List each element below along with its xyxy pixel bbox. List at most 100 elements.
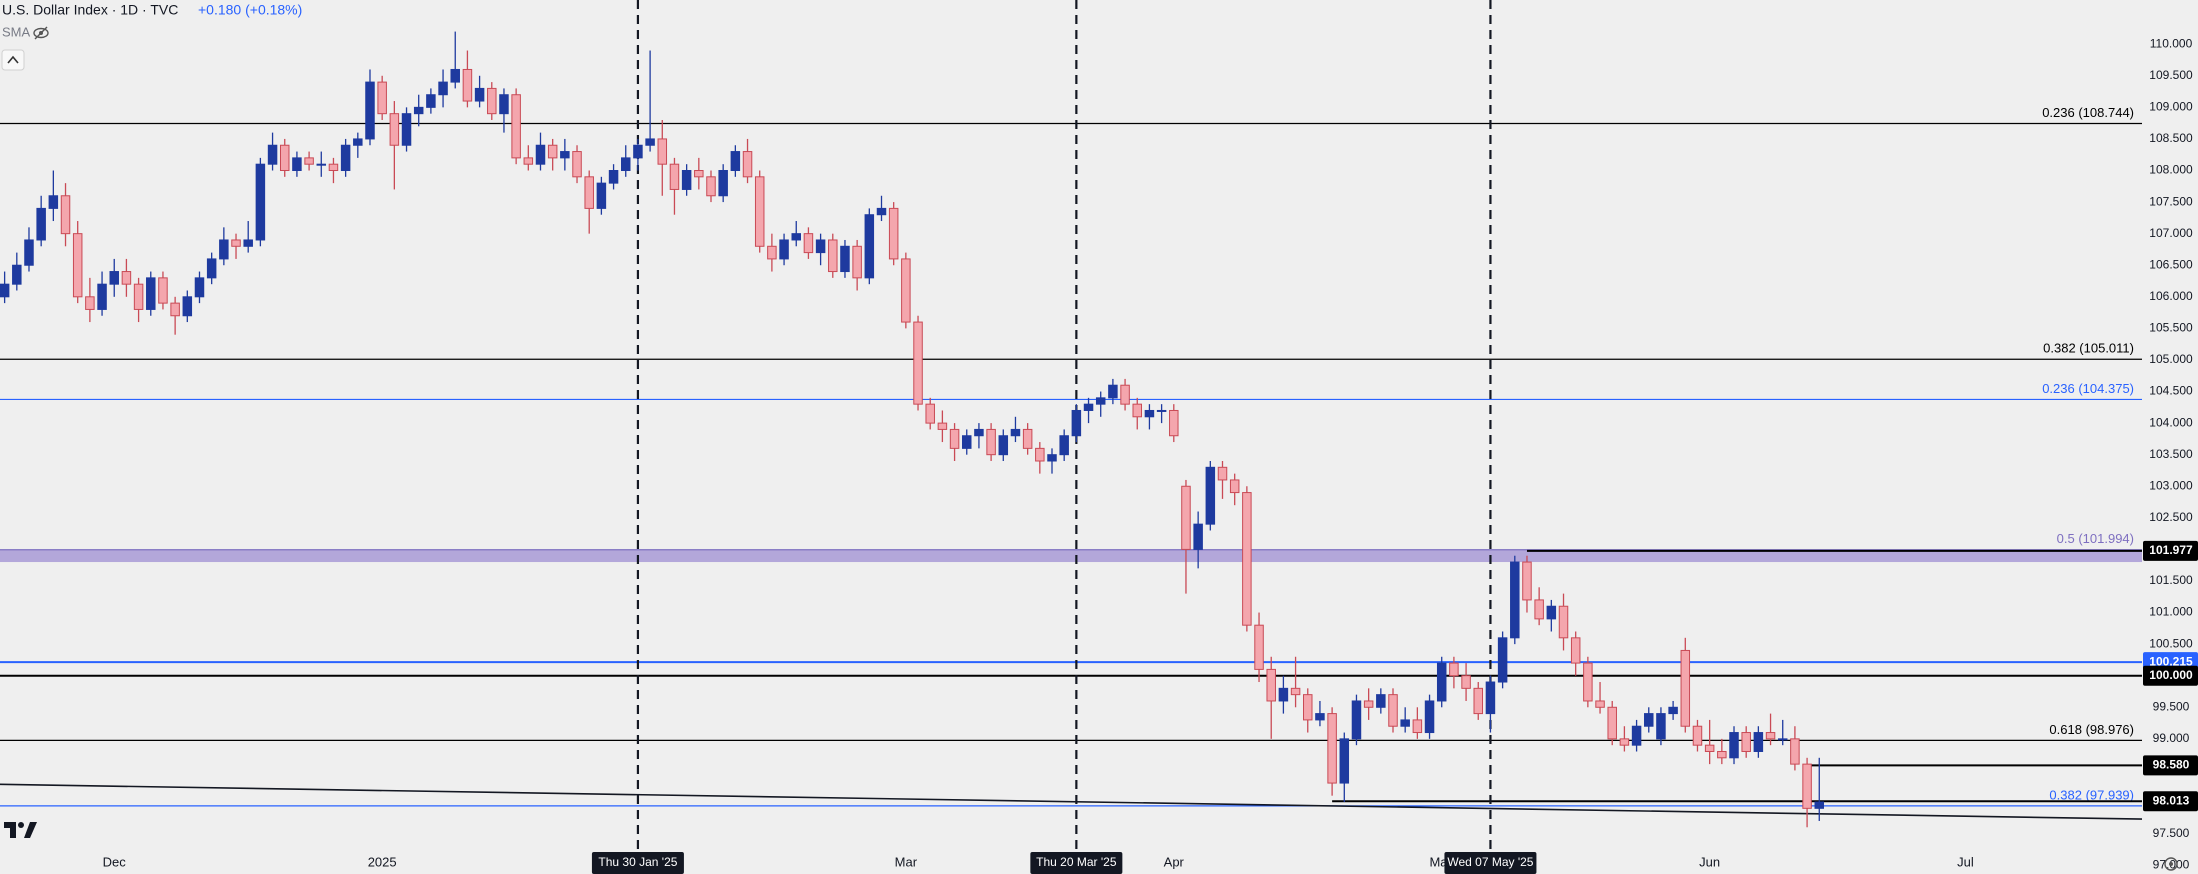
date-tag-label: Thu 20 Mar '25 (1036, 855, 1117, 869)
fib-level-label: 0.382 (97.939) (2049, 787, 2134, 802)
price-tag (2143, 665, 2198, 686)
candle-body-down (231, 239, 241, 247)
candle-body-down (85, 296, 95, 310)
candle-body-up (0, 283, 10, 298)
candle-body-down (1558, 605, 1569, 639)
y-tick-label: 108.500 (2149, 131, 2193, 145)
candle-body-up (499, 94, 509, 115)
candle-body-up (1485, 681, 1496, 715)
candle-body-up (340, 144, 351, 172)
visibility-icon[interactable] (33, 26, 49, 40)
candle-body-down (1583, 662, 1593, 702)
candle-body-down (754, 176, 765, 247)
candle-body-down (1619, 738, 1630, 746)
candle-body-down (1217, 466, 1228, 481)
candle-body-down (462, 68, 473, 102)
candle-body-down (1388, 694, 1398, 727)
candle-body-down (1169, 409, 1179, 437)
date-tag-label: Thu 30 Jan '25 (598, 855, 677, 869)
candle-body-down (1303, 694, 1313, 721)
y-tick-label: 106.000 (2149, 289, 2193, 303)
candle-body-down (828, 239, 838, 273)
candle-body-up (998, 435, 1009, 456)
y-tick-label: 99.000 (2153, 731, 2190, 745)
candle-body-up (645, 138, 655, 146)
price-tag (2143, 791, 2198, 812)
candle-body-down (72, 233, 83, 298)
candle-body-up (974, 428, 984, 437)
candle-body-up (1510, 561, 1520, 639)
candle-body-up (1546, 605, 1557, 620)
candle-body-down (767, 245, 777, 260)
y-tick-label: 109.500 (2149, 68, 2193, 82)
y-tick-label: 99.500 (2153, 699, 2190, 713)
candle-body-down (547, 144, 558, 159)
candle-body-up (1497, 637, 1508, 683)
candle-body-up (353, 138, 363, 146)
candle-body-up (1729, 732, 1739, 759)
candle-body-up (450, 68, 460, 83)
candle-body-down (803, 233, 814, 254)
candle-body-up (24, 239, 34, 266)
collapse-button[interactable] (1, 49, 25, 71)
candle-body-up (1071, 409, 1082, 437)
candle-body-up (1095, 397, 1106, 405)
y-tick-label: 105.500 (2149, 321, 2193, 335)
y-tick-label: 105.000 (2149, 352, 2193, 366)
candle-body-down (389, 113, 400, 146)
candle-body-up (97, 283, 107, 310)
candle-body-up (194, 277, 205, 298)
candle-body-up (779, 239, 789, 260)
candle-body-up (535, 144, 546, 165)
candle-body-down (852, 245, 862, 279)
candle-body-up (1278, 687, 1289, 702)
fib-level-label: 0.382 (105.011) (2043, 341, 2134, 356)
candle-body-down (523, 157, 534, 165)
candle-body-up (1814, 801, 1825, 809)
candle-body-up (426, 94, 436, 108)
candle-body-up (1400, 719, 1410, 727)
candle-body-down (1266, 668, 1276, 702)
candle-body-up (365, 81, 375, 140)
candle-body-up (730, 151, 741, 172)
y-tick-label: 106.500 (2149, 257, 2193, 271)
y-tick-label: 107.000 (2149, 226, 2193, 240)
y-tick-label: 104.500 (2149, 384, 2193, 398)
candle-body-down (572, 151, 582, 178)
candle-body-down (1327, 713, 1337, 784)
indicator-name: SMA (2, 24, 31, 39)
candle-body-down (1534, 599, 1544, 620)
candle-body-up (1753, 732, 1764, 752)
price-tag (2143, 540, 2198, 561)
candle-body-down (487, 87, 497, 115)
candle-body-up (681, 170, 692, 190)
y-tick-label: 102.500 (2149, 510, 2193, 524)
candle-body-up (206, 258, 217, 279)
x-tick-label: Dec (103, 854, 127, 869)
candle-body-down (1802, 763, 1812, 809)
candle-body-up (438, 81, 448, 96)
candle-body-up (608, 170, 619, 184)
candle-body-up (1047, 454, 1057, 462)
x-tick-label: 2025 (368, 854, 397, 869)
candle-body-down (1412, 719, 1423, 734)
x-tick-label: Jun (1699, 854, 1720, 869)
candle-body-up (815, 239, 826, 254)
candle-body-down (1461, 675, 1471, 689)
candle-body-down (158, 277, 168, 304)
candle-body-down (1790, 738, 1800, 765)
candle-body-up (1193, 523, 1203, 550)
candle-body-down (1704, 744, 1715, 752)
fib-level-label: 0.5 (101.994) (2057, 531, 2134, 546)
x-tick-label: Apr (1164, 854, 1185, 869)
candle-body-down (1229, 479, 1240, 494)
candle-body-up (413, 106, 424, 115)
candle-body-down (706, 176, 716, 197)
candle-body-up (1644, 713, 1654, 727)
candle-body-down (742, 151, 753, 178)
candle-body-down (669, 163, 680, 190)
settings-icon[interactable] (2164, 857, 2178, 871)
candle-body-up (474, 87, 485, 102)
